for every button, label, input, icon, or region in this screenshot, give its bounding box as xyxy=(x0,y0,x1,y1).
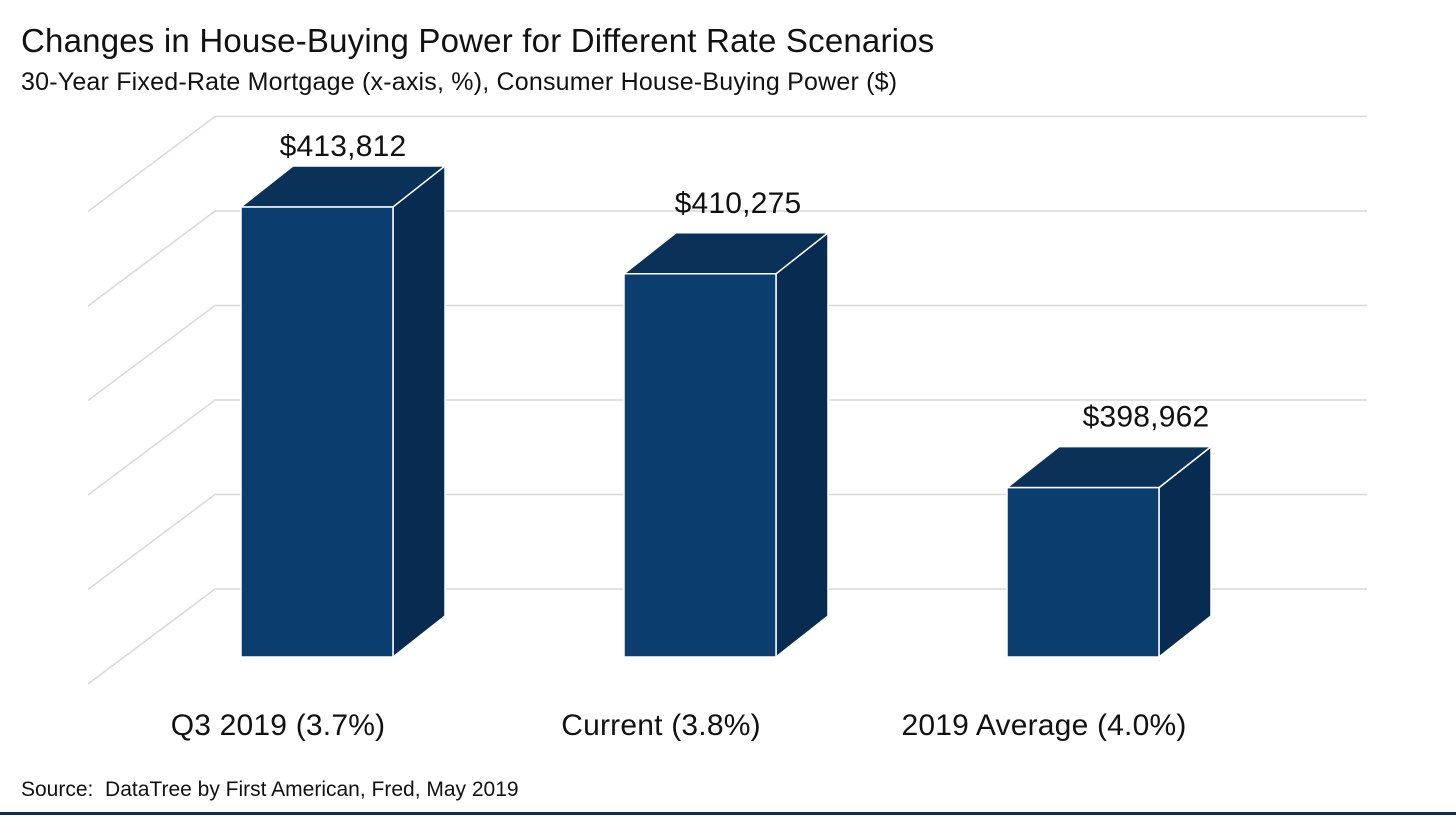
bar-value-label: $410,275 xyxy=(675,187,802,220)
gridline xyxy=(87,210,1367,307)
bar-front-face xyxy=(623,273,777,658)
gridline xyxy=(87,399,1367,496)
category-label: Current (3.8%) xyxy=(561,709,761,742)
bar-front-face xyxy=(1006,486,1160,658)
bar-column: $410,275 Current (3.8%) xyxy=(561,187,829,742)
gridline xyxy=(87,304,1367,402)
category-label: 2019 Average (4.0%) xyxy=(901,709,1186,742)
gridline xyxy=(87,588,1367,685)
footer-accent-bar xyxy=(0,812,1456,815)
bar-value-label: $398,962 xyxy=(1083,401,1210,434)
gridline xyxy=(87,493,1367,591)
bar-column: $413,812 Q3 2019 (3.7%) xyxy=(171,130,446,742)
bar-side-face xyxy=(775,232,829,658)
bar-front-face xyxy=(240,206,394,658)
bar-side-face xyxy=(392,165,446,658)
bar-value-label: $413,812 xyxy=(280,130,407,163)
source-note: Source: DataTree by First American, Fred… xyxy=(21,778,519,801)
chart-title: Changes in House-Buying Power for Differ… xyxy=(21,22,935,59)
category-label: Q3 2019 (3.7%) xyxy=(171,709,386,742)
gridlines-group xyxy=(87,115,1367,685)
bar-column: $398,962 2019 Average (4.0%) xyxy=(901,401,1212,742)
chart-subtitle: 30-Year Fixed-Rate Mortgage (x-axis, %),… xyxy=(21,68,898,96)
gridline xyxy=(87,115,1367,213)
